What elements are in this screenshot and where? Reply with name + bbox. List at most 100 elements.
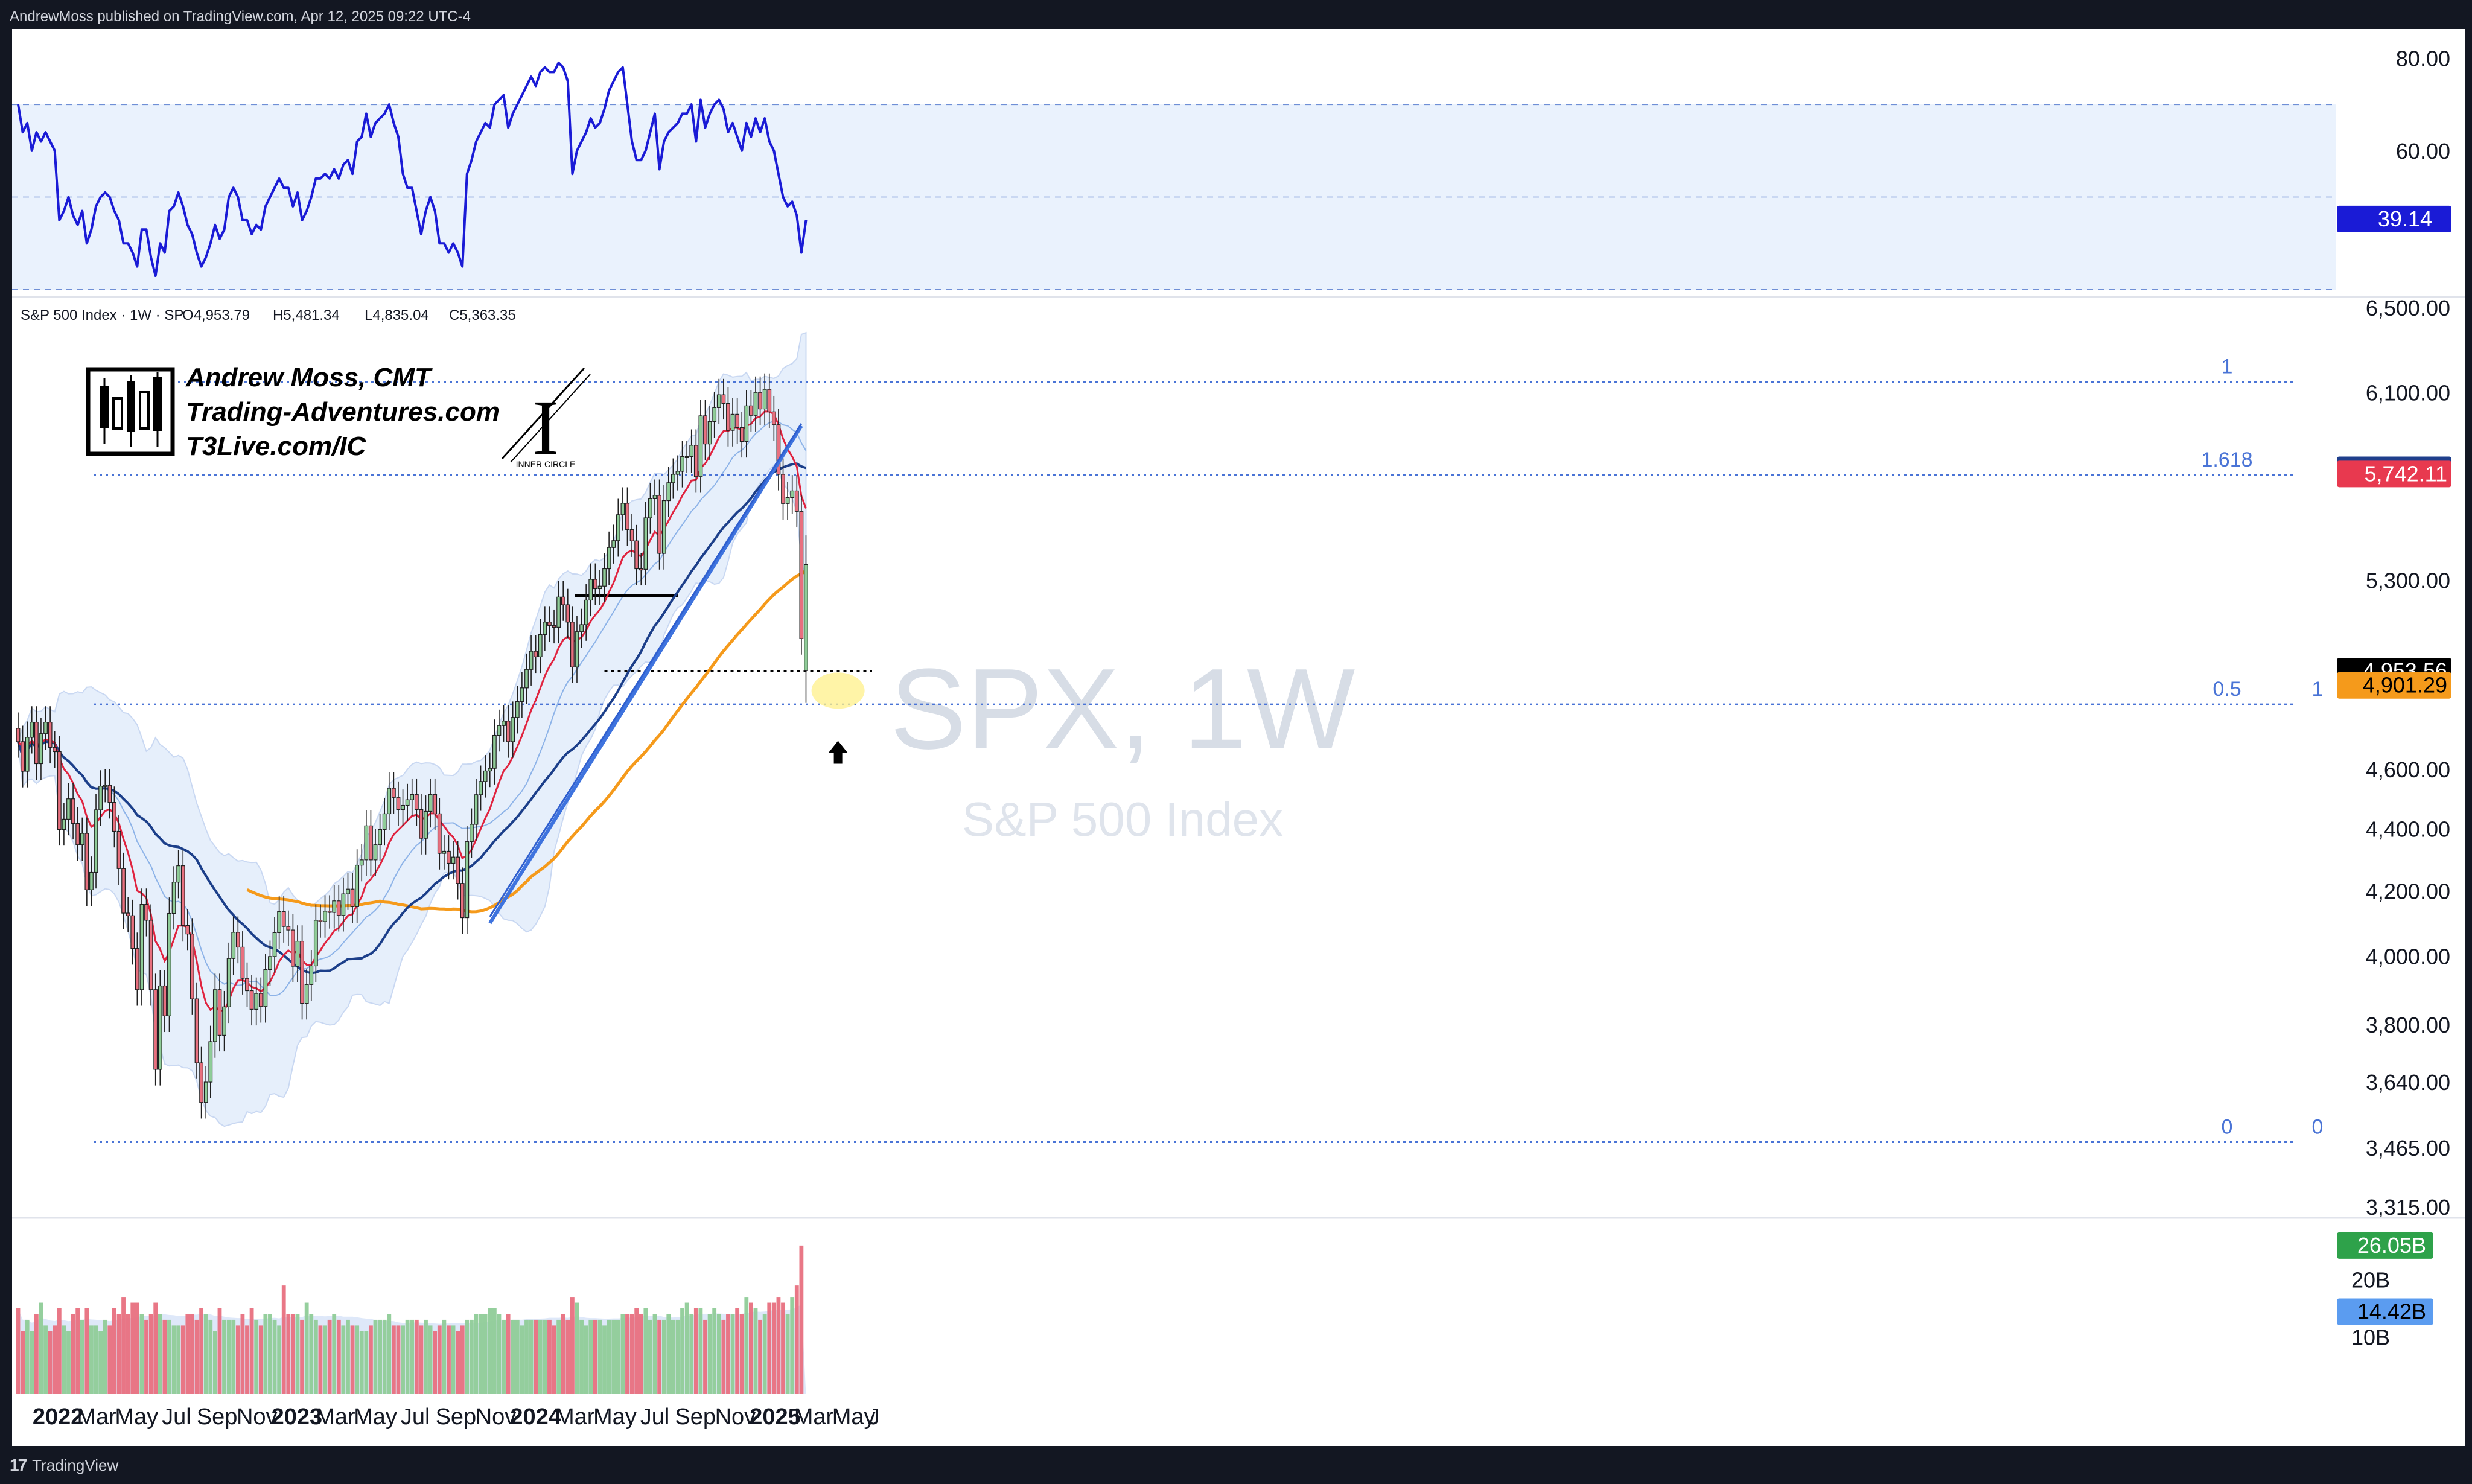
candle-body bbox=[735, 413, 740, 428]
volume-bar bbox=[680, 1308, 684, 1394]
volume-bar bbox=[350, 1325, 355, 1394]
candle-body bbox=[748, 405, 753, 416]
volume-bar bbox=[373, 1319, 378, 1394]
candle-body bbox=[226, 958, 231, 1007]
candle-body bbox=[332, 900, 337, 913]
ema-fast-line bbox=[17, 410, 807, 1013]
time-tick-label: Mar bbox=[77, 1404, 116, 1430]
candle-body bbox=[451, 856, 456, 864]
trend-line-2[interactable] bbox=[489, 423, 803, 917]
time-tick-label: 2022 bbox=[33, 1404, 84, 1430]
candle-body bbox=[313, 920, 318, 967]
candle-body bbox=[309, 965, 314, 985]
up-arrow-icon bbox=[828, 740, 848, 764]
candle-body bbox=[378, 829, 383, 845]
volume-bar bbox=[749, 1302, 753, 1394]
rsi-last-label: 39.14 bbox=[2378, 206, 2432, 231]
fib-levels: 1 1.618 0.5 1 0 0 bbox=[94, 355, 2323, 1144]
legend-low: L4,835.04 bbox=[365, 307, 429, 323]
trend-line-1[interactable] bbox=[488, 425, 803, 925]
volume-bar bbox=[180, 1325, 185, 1394]
volume-bar bbox=[726, 1314, 730, 1394]
candle-body bbox=[199, 1062, 203, 1103]
author-logo-candle bbox=[112, 397, 123, 430]
candle-body bbox=[671, 474, 675, 483]
candle-body bbox=[272, 932, 277, 957]
volume-bar bbox=[116, 1314, 121, 1394]
price-tick-label: 3,315.00 bbox=[2366, 1195, 2450, 1220]
candle-body bbox=[470, 824, 474, 842]
volume-bar bbox=[98, 1331, 103, 1394]
candle-body bbox=[456, 856, 460, 884]
candle-body bbox=[607, 547, 611, 570]
candle-body bbox=[277, 911, 282, 934]
volume-bar bbox=[410, 1319, 415, 1394]
candle-body bbox=[171, 882, 176, 914]
candle-body bbox=[433, 794, 438, 815]
volume-bar bbox=[281, 1285, 286, 1394]
volume-bar bbox=[332, 1314, 337, 1394]
candle-body bbox=[698, 415, 703, 477]
candle-body bbox=[194, 998, 199, 1063]
candle-body bbox=[506, 721, 511, 742]
candle-body bbox=[359, 859, 364, 866]
candle-body bbox=[447, 850, 451, 864]
volume-bar bbox=[401, 1325, 405, 1394]
volume-bar bbox=[387, 1314, 392, 1394]
volume-bar bbox=[369, 1325, 373, 1394]
time-tick-label: Sep bbox=[197, 1404, 238, 1430]
volume-bar bbox=[226, 1319, 231, 1394]
volume-bar bbox=[616, 1319, 620, 1394]
volume-bar bbox=[424, 1319, 428, 1394]
candle-body bbox=[744, 405, 749, 442]
candle-body bbox=[474, 794, 479, 825]
volume-bar bbox=[34, 1314, 39, 1394]
volume-bar bbox=[698, 1308, 703, 1394]
candle-body bbox=[39, 733, 43, 765]
price-pane: SPX, 1W S&P 500 Index 1 1.618 0.5 1 0 0 6,500… bbox=[16, 296, 2451, 1220]
volume-bar bbox=[437, 1325, 442, 1394]
candle-body bbox=[391, 788, 396, 798]
candle-body bbox=[771, 411, 776, 425]
candle-body bbox=[414, 794, 419, 810]
time-tick-label: Nov bbox=[715, 1404, 756, 1430]
candle-body bbox=[121, 868, 126, 914]
candle-body bbox=[693, 445, 698, 477]
volume-bar bbox=[515, 1319, 520, 1394]
volume-bar bbox=[538, 1319, 543, 1394]
price-tick-label: 3,800.00 bbox=[2366, 1013, 2450, 1037]
candle-body bbox=[318, 920, 323, 922]
volume-bar bbox=[148, 1314, 153, 1394]
volume-bar bbox=[584, 1325, 588, 1394]
price-badge bbox=[2337, 672, 2451, 699]
volume-bar bbox=[405, 1319, 410, 1394]
candle-body bbox=[584, 599, 588, 625]
candle-body bbox=[565, 604, 570, 623]
legend-symbol: S&P 500 Index · 1W · SP bbox=[21, 307, 183, 323]
volume-bar bbox=[75, 1308, 80, 1394]
time-tick-label: Mar bbox=[794, 1404, 834, 1430]
badge-text: INNER CIRCLE bbox=[516, 459, 576, 469]
candle-body bbox=[575, 631, 579, 667]
volume-bar bbox=[762, 1314, 767, 1394]
candle-body bbox=[524, 669, 529, 689]
candle-body bbox=[158, 985, 162, 1070]
volume-tick-label: 20B bbox=[2351, 1268, 2390, 1293]
volume-bar bbox=[346, 1319, 350, 1394]
candle-body bbox=[21, 741, 25, 772]
candle-body bbox=[776, 424, 781, 475]
candle-body bbox=[534, 651, 538, 657]
volume-bar bbox=[570, 1297, 575, 1394]
time-tick-label: Jul bbox=[401, 1404, 430, 1430]
candle-body bbox=[762, 389, 767, 410]
candle-body bbox=[620, 503, 625, 515]
volume-bar bbox=[364, 1331, 369, 1394]
volume-bar bbox=[739, 1314, 744, 1394]
time-tick-label: Jul bbox=[640, 1404, 670, 1430]
candle-body bbox=[538, 634, 543, 657]
volume-bar bbox=[648, 1319, 652, 1394]
candle-body bbox=[185, 925, 190, 935]
fib-level-label: 1.618 bbox=[2201, 448, 2252, 471]
